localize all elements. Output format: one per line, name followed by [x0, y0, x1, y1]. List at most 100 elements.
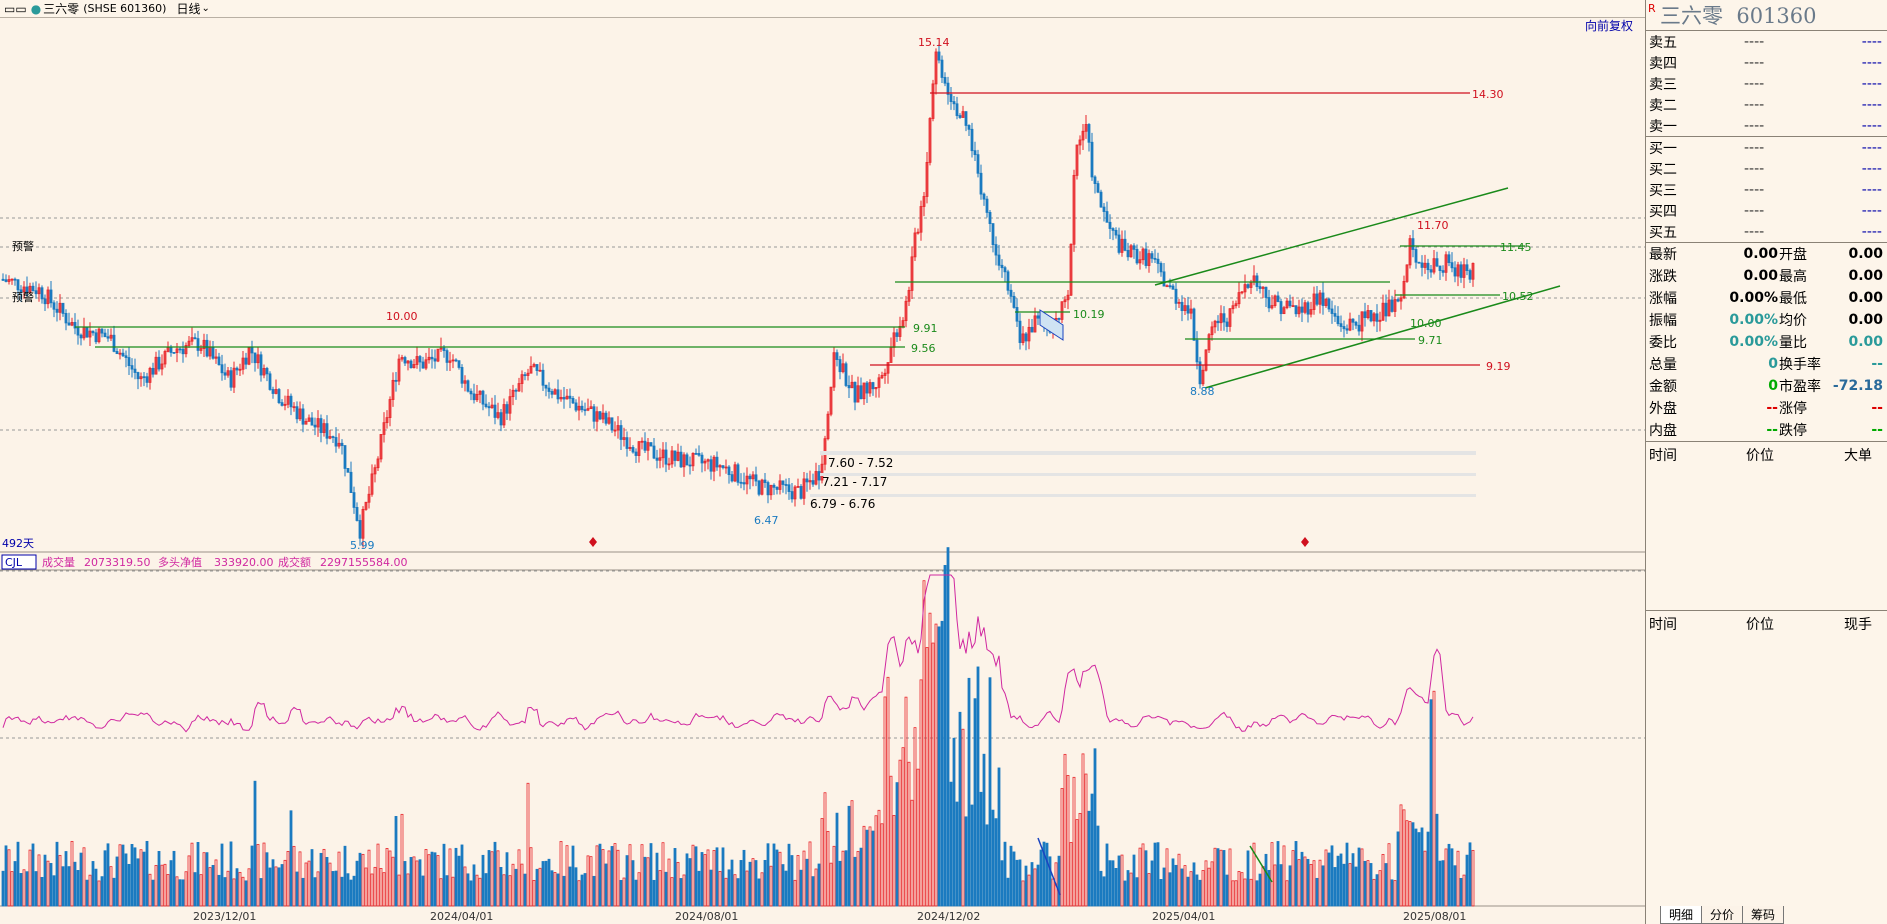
volume-bar	[400, 813, 404, 907]
candle	[928, 118, 932, 163]
candle	[565, 395, 569, 400]
layout-icon[interactable]: ▭▭	[4, 1, 27, 16]
volume-bar	[1042, 841, 1046, 907]
candle	[1129, 245, 1133, 258]
candle	[532, 364, 536, 367]
volume-bar	[1441, 860, 1445, 907]
volume-bar	[925, 647, 929, 907]
volume-bar	[79, 852, 83, 907]
volume-bar	[1318, 859, 1322, 907]
volume-bar	[1258, 873, 1262, 907]
candle	[397, 358, 401, 382]
panel-stock-title: R 三六零 601360	[1646, 0, 1887, 31]
price-chart[interactable]: 15.14 14.30 11.70 11.45 10.52 10.00 9.91…	[0, 0, 1645, 924]
candle	[1375, 313, 1379, 322]
indicator-selector[interactable]: CJL	[5, 556, 23, 569]
volume-bar	[700, 852, 704, 907]
volume-bar	[1204, 860, 1208, 907]
volume-bar	[232, 878, 236, 907]
volume-bar	[199, 874, 203, 907]
orderbook-price: ----	[1744, 202, 1765, 219]
x-tick: 2025/04/01	[1152, 910, 1215, 923]
volume-bar	[499, 866, 503, 907]
candle	[94, 332, 98, 343]
orderbook-row[interactable]: 卖三 ---- ----	[1646, 73, 1887, 94]
volume-bar	[376, 843, 380, 907]
tab-price-dist[interactable]: 分价	[1701, 906, 1744, 924]
candle	[1414, 249, 1418, 263]
candle	[118, 352, 122, 355]
candle	[1222, 313, 1226, 323]
indicator-value: 333920.00	[214, 556, 274, 569]
volume-bar	[307, 860, 311, 907]
volume-bar	[1408, 821, 1412, 907]
candle	[1225, 321, 1229, 327]
volume-bar	[778, 851, 782, 907]
volume-bar	[922, 580, 926, 907]
orderbook-row[interactable]: 卖一 ---- ----	[1646, 115, 1887, 137]
orderbook-row[interactable]: 买四 ---- ----	[1646, 200, 1887, 221]
candle	[598, 411, 602, 420]
volume-bar	[556, 873, 560, 907]
orderbook-row[interactable]: 买二 ---- ----	[1646, 158, 1887, 179]
order-book: 卖五 ---- ---- 卖四 ---- ---- 卖三 ---- ---- 卖二 -…	[1646, 31, 1887, 243]
price-label-level: 9.71	[1418, 334, 1443, 347]
candle	[1318, 292, 1322, 305]
orderbook-row[interactable]: 买五 ---- ----	[1646, 221, 1887, 243]
candle	[1030, 326, 1034, 333]
chevron-down-icon[interactable]: ⌄	[201, 3, 210, 14]
orderbook-row[interactable]: 卖二 ---- ----	[1646, 94, 1887, 115]
candle	[667, 463, 671, 466]
indicator-label: 多头净值	[158, 555, 202, 569]
tab-chips[interactable]: 筹码	[1742, 906, 1785, 924]
candle	[520, 374, 524, 384]
candle	[1132, 245, 1136, 250]
volume-bar	[820, 818, 824, 907]
candle	[1339, 323, 1343, 327]
candle	[1363, 311, 1367, 319]
volume-bar	[877, 809, 881, 907]
candle	[28, 285, 32, 293]
price-label-peak: 10.00	[386, 310, 418, 323]
volume-bar	[58, 854, 62, 907]
candle	[1081, 130, 1085, 141]
orderbook-label: 买四	[1649, 203, 1677, 220]
candle	[820, 463, 824, 481]
candle	[1036, 315, 1040, 319]
candle	[670, 450, 674, 465]
candle	[1372, 313, 1376, 322]
candle	[988, 212, 992, 225]
orderbook-row[interactable]: 买三 ---- ----	[1646, 179, 1887, 200]
candle	[1090, 141, 1094, 178]
orderbook-row[interactable]: 买一 ---- ----	[1646, 137, 1887, 158]
orderbook-label: 卖二	[1649, 97, 1677, 114]
col-time: 时间	[1649, 448, 1677, 464]
candle	[1234, 303, 1238, 307]
candle	[361, 508, 365, 539]
candle	[442, 347, 446, 352]
volume-bar	[415, 860, 419, 907]
volume-bar	[433, 852, 437, 907]
candle	[346, 468, 350, 473]
candle	[862, 382, 866, 400]
adjust-mode-label[interactable]: 向前复权	[1585, 18, 1633, 33]
volume-bar	[622, 877, 626, 907]
tab-detail[interactable]: 明细	[1660, 906, 1703, 924]
candle	[217, 356, 221, 366]
period-selector[interactable]: 日线	[176, 2, 201, 16]
candle	[382, 422, 386, 435]
stat-value: --	[1766, 400, 1778, 416]
candle	[721, 465, 725, 468]
volume-bar	[1087, 810, 1091, 907]
orderbook-row[interactable]: 卖四 ---- ----	[1646, 52, 1887, 73]
orderbook-row[interactable]: 卖五 ---- ----	[1646, 31, 1887, 52]
volume-bar	[370, 873, 374, 907]
candle	[1012, 295, 1016, 308]
candle	[634, 451, 638, 456]
stat-value: 0.00	[1848, 246, 1883, 262]
stat-value: 0	[1768, 356, 1778, 372]
volume-bar	[70, 840, 74, 907]
candle	[1204, 349, 1208, 371]
volume-bar	[334, 870, 338, 907]
volume-bar	[583, 873, 587, 907]
